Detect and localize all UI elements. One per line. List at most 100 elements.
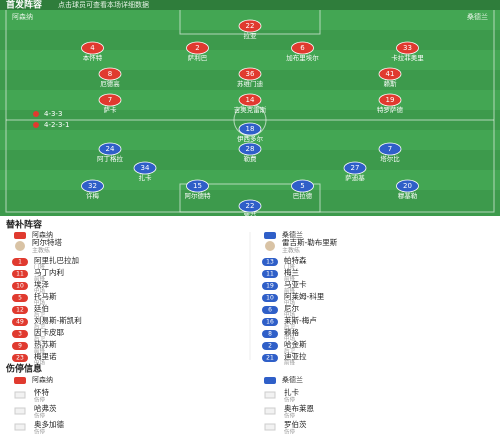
player-badge[interactable] — [98, 142, 122, 156]
player-badge[interactable] — [133, 161, 157, 175]
coach-name: 雷吉斯-勒布里斯 — [282, 237, 338, 247]
player-badge[interactable] — [378, 142, 402, 156]
sub-number-badge[interactable] — [12, 330, 28, 338]
player-name: 勒费 — [244, 154, 258, 163]
sub-position: 中场 — [34, 287, 46, 295]
player-badge[interactable] — [186, 179, 209, 193]
sub-number: 3 — [18, 331, 22, 338]
player-name: 扎卡 — [139, 173, 153, 182]
sub-name[interactable]: 赖格 — [284, 327, 299, 337]
sub-number-badge[interactable] — [262, 270, 278, 278]
player-badge[interactable] — [238, 93, 262, 107]
sub-number-badge[interactable] — [12, 318, 28, 326]
sub-number-badge[interactable] — [12, 258, 28, 266]
player-badge[interactable] — [396, 41, 419, 55]
sub-number-badge[interactable] — [12, 294, 28, 302]
player-name: 卡拉菲奥里 — [391, 53, 424, 62]
sub-name[interactable]: 迪亚拉 — [284, 351, 307, 361]
player-badge[interactable] — [238, 67, 262, 81]
injury-name: 奥布莱恩 — [284, 403, 314, 413]
injury-status: 伤停 — [34, 396, 46, 404]
sub-number-badge[interactable] — [262, 330, 278, 338]
sub-name[interactable]: 马丁内利 — [34, 267, 64, 277]
player-name: 塔尔比 — [380, 154, 400, 163]
sub-number: 19 — [266, 283, 274, 290]
player-number: 22 — [246, 22, 255, 30]
sub-number-badge[interactable] — [262, 306, 278, 314]
player-badge[interactable] — [291, 179, 314, 193]
player-badge[interactable] — [291, 41, 314, 55]
player-badge[interactable] — [98, 67, 122, 81]
injuries-title: 伤停信息 — [5, 363, 42, 375]
sub-number: 21 — [266, 355, 274, 362]
sub-number-badge[interactable] — [262, 258, 278, 266]
sub-name[interactable]: 哈金斯 — [284, 339, 307, 349]
sub-number: 11 — [16, 271, 24, 278]
sub-position: 前锋 — [34, 275, 46, 283]
sub-name[interactable]: 刘易斯-斯凯利 — [34, 315, 82, 325]
injury-name: 罗伯茨 — [284, 419, 307, 429]
sub-number-badge[interactable] — [262, 342, 278, 350]
sub-name[interactable]: 阿里扎巴拉加 — [34, 255, 79, 265]
player-badge[interactable] — [343, 161, 367, 175]
header-bar — [0, 0, 500, 10]
sub-number-badge[interactable] — [262, 294, 278, 302]
player-badge[interactable] — [238, 199, 262, 213]
player-badge[interactable] — [378, 93, 402, 107]
sub-name[interactable]: 马亚卡 — [284, 279, 307, 289]
sub-name[interactable]: 廷伯 — [34, 303, 49, 313]
player-badge[interactable] — [238, 122, 262, 136]
player-name: 拉亚 — [244, 31, 258, 40]
sub-name[interactable]: 埃泽 — [34, 279, 49, 289]
sub-number-badge[interactable] — [262, 354, 278, 362]
sub-number: 10 — [266, 295, 274, 302]
player-name: 阿尔德特 — [185, 191, 212, 200]
player-number: 24 — [106, 145, 115, 153]
sub-name[interactable]: 莱斯-梅卢 — [284, 315, 317, 325]
player-name: 吉奥克雷斯 — [234, 105, 267, 114]
injury-name: 奥多加德 — [34, 419, 64, 429]
player-name: 罗芬 — [244, 211, 258, 220]
sub-number-badge[interactable] — [262, 318, 278, 326]
sub-name[interactable]: 因卡皮耶 — [34, 327, 64, 337]
player-badge[interactable] — [238, 142, 262, 156]
player-name: 萨利巴 — [188, 53, 208, 62]
player-badge[interactable] — [81, 179, 104, 193]
sub-number-badge[interactable] — [12, 354, 28, 362]
sub-number-badge[interactable] — [12, 282, 28, 290]
home-team: 阿森纳 — [12, 12, 33, 21]
sub-number: 13 — [266, 259, 274, 266]
player-number: 20 — [403, 182, 412, 190]
sub-name[interactable]: 帕特森 — [284, 255, 307, 265]
team-name: 桑德兰 — [282, 375, 303, 384]
sub-name[interactable]: 托马斯 — [34, 291, 57, 301]
player-badge[interactable] — [238, 19, 262, 33]
sub-name[interactable]: 尼尔 — [284, 303, 299, 313]
player-badge[interactable] — [186, 41, 209, 55]
sub-name[interactable]: 热苏斯 — [34, 339, 57, 349]
injury-status: 伤停 — [284, 412, 296, 420]
sub-position: 后卫 — [284, 323, 296, 331]
player-number: 33 — [403, 44, 412, 52]
sub-position: 后卫 — [34, 335, 46, 343]
sub-number-badge[interactable] — [262, 282, 278, 290]
player-number: 27 — [351, 164, 360, 172]
sub-name[interactable]: 阿莱姆-科里 — [284, 291, 325, 301]
header-title: 首发阵容 — [6, 0, 42, 11]
player-badge[interactable] — [81, 41, 104, 55]
player-badge[interactable] — [396, 179, 419, 193]
player-name: 苏维门迪 — [237, 79, 264, 88]
sub-number-badge[interactable] — [12, 270, 28, 278]
injury-status: 伤停 — [34, 428, 46, 436]
player-name: 阿丁格拉 — [97, 154, 124, 163]
player-badge[interactable] — [98, 93, 122, 107]
player-badge[interactable] — [378, 67, 402, 81]
sub-name[interactable]: 梅里诺 — [34, 351, 57, 361]
coach-avatar — [265, 241, 275, 251]
sub-position: 前锋 — [34, 347, 46, 355]
sub-number-badge[interactable] — [12, 342, 28, 350]
sub-number-badge[interactable] — [12, 306, 28, 314]
injury-icon — [14, 423, 26, 431]
sub-name[interactable]: 梅兰 — [284, 267, 299, 277]
sub-position: 前锋 — [284, 275, 296, 283]
